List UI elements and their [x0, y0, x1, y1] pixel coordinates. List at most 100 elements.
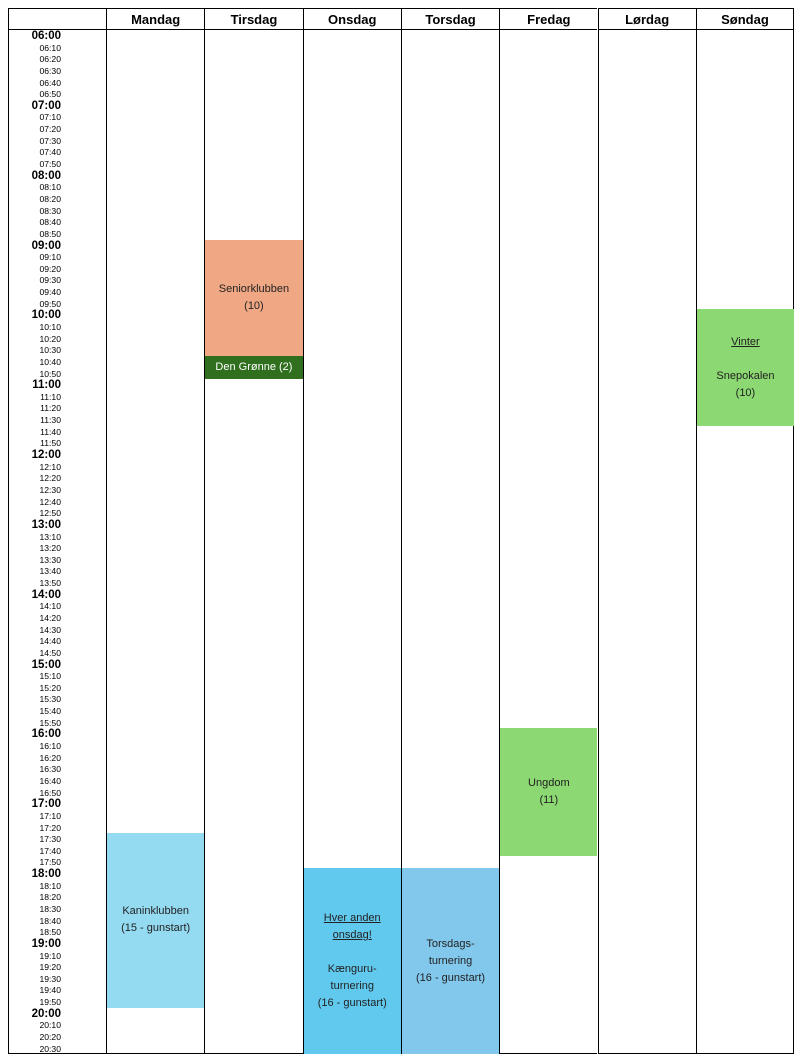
event-text: turnering — [428, 954, 473, 967]
time-label: 16:50 — [39, 787, 61, 798]
event-text: (16 - gunstart) — [415, 971, 486, 984]
time-label: 17:30 — [39, 834, 61, 845]
time-label: 19:00 — [31, 937, 61, 950]
time-label: 11:10 — [40, 391, 61, 402]
time-label: 06:50 — [39, 89, 61, 100]
time-label: 12:40 — [39, 496, 61, 507]
day-header-mandag: Mandag — [106, 8, 205, 30]
time-label: 16:40 — [39, 775, 61, 786]
event-text: onsdag! — [332, 929, 372, 942]
day-column-tirsdag — [204, 30, 303, 1054]
time-label: 18:30 — [39, 904, 61, 914]
event-seniorklubben[interactable]: Seniorklubben (10) — [205, 239, 303, 356]
time-label: 10:20 — [39, 333, 61, 344]
time-label: 19:10 — [39, 950, 61, 961]
time-label: 13:40 — [39, 566, 61, 577]
time-label: 18:20 — [39, 892, 61, 903]
event-text: Ungdom — [528, 777, 570, 790]
event-text: (11) — [539, 794, 559, 807]
time-label: 19:30 — [39, 973, 61, 984]
time-label: 15:00 — [31, 658, 61, 671]
day-header-row: Mandag Tirsdag Onsdag Torsdag Fredag Lørdag Sø… — [8, 8, 795, 30]
event-kaninklubben[interactable]: Kaninklubben (15 - gunstart) — [107, 833, 205, 1008]
day-column-lordag — [597, 30, 696, 1054]
time-label: 09:50 — [39, 298, 61, 309]
day-column-fredag — [499, 30, 598, 1054]
day-header-torsdag: Torsdag — [400, 8, 500, 30]
event-kanguru-turnering[interactable]: Hver anden onsdag! Kænguru-turnering (16 - … — [303, 868, 401, 1055]
time-label: 09:20 — [39, 263, 61, 274]
time-label: 14:30 — [39, 624, 61, 635]
time-label: 08:50 — [39, 228, 61, 239]
time-label: 17:50 — [39, 857, 61, 868]
time-label: 13:10 — [39, 531, 61, 542]
time-label: 06:10 — [39, 42, 61, 53]
time-label: 09:10 — [39, 252, 61, 263]
time-label: 19:40 — [39, 985, 61, 996]
event-text: (15 - gunstart) — [121, 922, 191, 935]
time-label: 10:40 — [39, 356, 61, 367]
time-label: 11:00 — [32, 379, 61, 392]
time-label: 13:00 — [31, 518, 61, 531]
event-vinter-snepokalen[interactable]: Vinter Snepokalen (10) — [696, 309, 795, 426]
time-label: 07:30 — [39, 135, 61, 146]
time-label: 06:40 — [39, 77, 61, 88]
time-label: 08:10 — [39, 182, 61, 193]
time-label: 11:20 — [40, 403, 61, 414]
event-text: Hver anden — [323, 912, 381, 925]
time-label: 20:30 — [39, 1043, 61, 1054]
event-torsdags-turnering[interactable]: Torsdags-turnering (16 - gunstart) — [401, 868, 500, 1055]
time-label: 08:40 — [39, 217, 61, 228]
time-label: 16:20 — [39, 752, 61, 763]
time-label: 15:40 — [39, 706, 61, 717]
time-label: 10:00 — [31, 309, 61, 322]
event-text: Kaninklubben — [122, 905, 189, 918]
time-label: 06:20 — [39, 54, 61, 65]
time-label: 07:40 — [39, 147, 61, 158]
time-label: 14:40 — [39, 636, 61, 647]
event-text: Kænguru- — [327, 963, 377, 976]
time-label: 17:20 — [39, 822, 61, 833]
time-label: 13:20 — [39, 543, 61, 554]
event-den-gronne[interactable]: Den Grønne (2) — [205, 355, 303, 380]
time-label: 09:30 — [39, 275, 61, 286]
time-label: 08:20 — [39, 193, 61, 204]
day-column-mandag — [106, 30, 205, 1054]
time-label: 10:50 — [39, 368, 61, 379]
weekly-schedule-grid: Mandag Tirsdag Onsdag Torsdag Fredag Lørdag Sø… — [8, 8, 795, 1055]
time-label: 15:30 — [39, 694, 61, 705]
day-column-sondag — [695, 30, 795, 1054]
time-label: 20:00 — [31, 1007, 61, 1020]
event-text: Vinter — [731, 335, 760, 348]
time-label: 08:00 — [31, 169, 61, 182]
time-label: 07:50 — [39, 159, 61, 170]
time-label: 13:50 — [39, 578, 61, 589]
day-header-lordag: Lørdag — [597, 8, 696, 30]
time-label: 07:10 — [39, 112, 61, 123]
time-label: 11:40 — [40, 426, 61, 437]
time-label: 15:50 — [39, 717, 61, 728]
time-label: 18:00 — [31, 868, 61, 881]
time-label: 07:20 — [39, 124, 61, 135]
time-label: 19:50 — [39, 997, 61, 1008]
time-label: 20:10 — [39, 1020, 61, 1031]
event-ungdom[interactable]: Ungdom (11) — [500, 728, 598, 857]
time-label: 16:30 — [39, 764, 61, 775]
time-label: 14:00 — [31, 588, 61, 601]
event-text: Seniorklubben — [218, 282, 290, 295]
day-header-tirsdag: Tirsdag — [204, 8, 303, 30]
time-label: 19:20 — [39, 962, 61, 973]
time-label: 12:10 — [39, 461, 61, 472]
time-label: 12:20 — [39, 473, 61, 484]
event-text: (10) — [735, 386, 756, 399]
day-header-sondag: Søndag — [695, 8, 795, 30]
time-label: 12:50 — [39, 508, 61, 519]
time-label: 15:10 — [39, 671, 61, 682]
time-label: 10:30 — [39, 345, 61, 356]
time-label: 13:30 — [39, 554, 61, 565]
time-label: 07:00 — [31, 99, 61, 112]
time-label: 18:50 — [39, 927, 61, 938]
time-label: 16:10 — [39, 741, 61, 752]
time-label: 14:10 — [39, 601, 61, 612]
time-label: 17:10 — [39, 810, 61, 821]
